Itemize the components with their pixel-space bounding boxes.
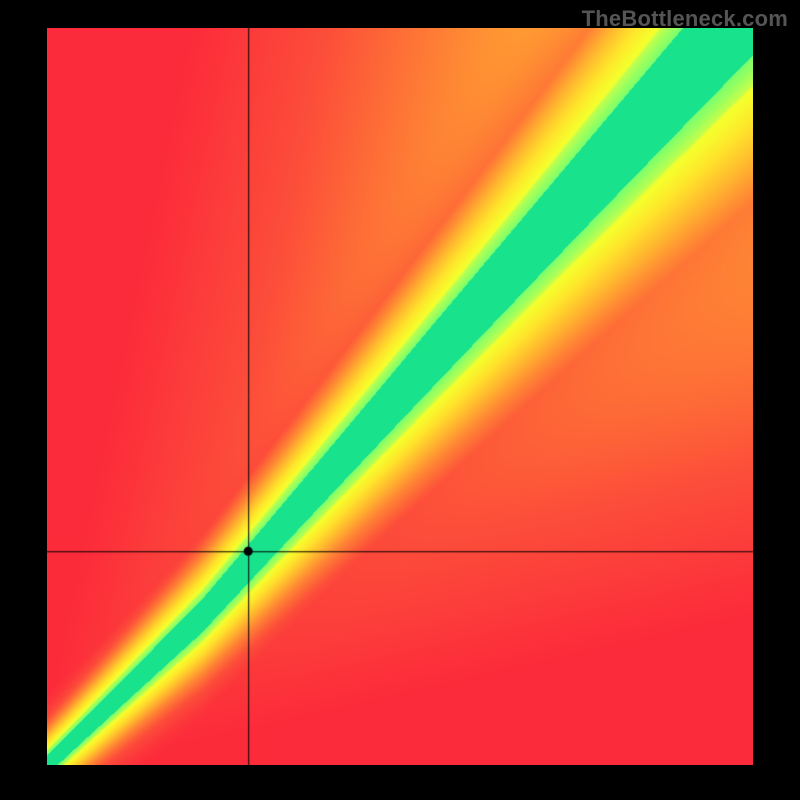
plot-area	[47, 28, 753, 765]
watermark-text: TheBottleneck.com	[582, 6, 788, 32]
heatmap-canvas	[47, 28, 753, 765]
chart-container: TheBottleneck.com	[0, 0, 800, 800]
